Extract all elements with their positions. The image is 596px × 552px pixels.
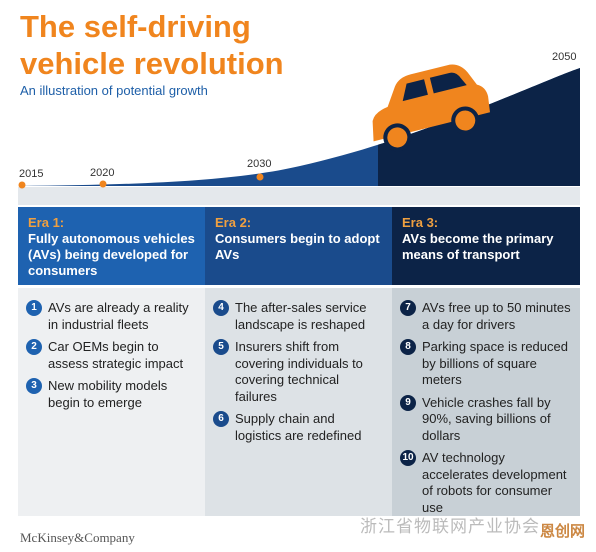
era-label: Era 2: — [215, 215, 252, 230]
list-item: 2 Car OEMs begin to assess strategic impa… — [26, 339, 197, 372]
era-title: AVs become the primary means of transpor… — [402, 231, 554, 262]
item-text: AVs free up to 50 minutes a day for driv… — [422, 300, 571, 332]
era-header: Era 3: AVs become the primary means of tr… — [392, 207, 580, 285]
year-dot — [256, 173, 264, 181]
year-dot — [99, 180, 107, 188]
list-item: 8 Parking space is reduced by billions of… — [400, 339, 572, 389]
list-item: 7 AVs free up to 50 minutes a day for dri… — [400, 300, 572, 333]
item-text: AVs are already a reality in industrial … — [48, 300, 189, 332]
band — [18, 187, 580, 205]
era-body: 1 AVs are already a reality in industrial… — [18, 288, 205, 516]
item-text: Car OEMs begin to assess strategic impac… — [48, 339, 184, 371]
year-label: 2020 — [90, 167, 115, 179]
brand: McKinsey&Company — [20, 530, 135, 545]
year-dot — [18, 181, 26, 189]
list-item: 9 Vehicle crashes fall by 90%, saving bil… — [400, 394, 572, 445]
item-number: 1 — [26, 300, 42, 316]
list-item: 3 New mobility models begin to emerge — [26, 378, 197, 411]
item-number: 4 — [213, 300, 229, 316]
item-number: 6 — [213, 411, 229, 427]
item-text: Vehicle crashes fall by 90%, saving bill… — [422, 394, 551, 443]
item-text: AV technology accelerates development of… — [422, 450, 567, 515]
watermark-logo: 恩创网 — [540, 523, 586, 540]
list-item: 1 AVs are already a reality in industrial… — [26, 300, 197, 333]
era-header: Era 1: Fully autonomous vehicles (AVs) be… — [18, 207, 205, 285]
item-text: Supply chain and logistics are redefined — [235, 411, 362, 443]
watermark: 浙江省物联网产业协会 — [360, 517, 540, 536]
growth-area-dark — [378, 68, 580, 187]
subtitle: An illustration of potential growth — [20, 83, 208, 98]
era-body: 7 AVs free up to 50 minutes a day for dri… — [392, 288, 580, 516]
list-item: 6 Supply chain and logistics are redefine… — [213, 411, 384, 444]
item-number: 5 — [213, 339, 229, 355]
list-item: 4 The after-sales service landscape is re… — [213, 300, 384, 333]
era-body: 4 The after-sales service landscape is re… — [205, 288, 392, 516]
item-number: 8 — [400, 339, 416, 355]
item-text: New mobility models begin to emerge — [48, 378, 168, 410]
era-title: Consumers begin to adopt AVs — [215, 231, 380, 262]
car-icon — [372, 64, 490, 152]
item-number: 7 — [400, 300, 416, 316]
item-number: 10 — [400, 450, 416, 466]
item-number: 9 — [400, 394, 416, 411]
era-title: Fully autonomous vehicles (AVs) being de… — [28, 231, 195, 278]
title: The self-driving vehicle revolution — [20, 9, 284, 81]
list-item: 10 AV technology accelerates development … — [400, 450, 572, 516]
era-label: Era 3: — [402, 215, 439, 230]
list-item: 5 Insurers shift from covering individual… — [213, 339, 384, 405]
growth-graphic — [18, 64, 580, 205]
item-text: The after-sales service landscape is res… — [235, 300, 367, 332]
item-number: 2 — [26, 339, 42, 355]
item-text: Parking space is reduced by billions of … — [422, 339, 568, 387]
year-label: 2030 — [247, 158, 272, 170]
era-header: Era 2: Consumers begin to adopt AVs — [205, 207, 392, 285]
year-label: 2015 — [19, 168, 44, 180]
item-number: 3 — [26, 378, 42, 394]
era-label: Era 1: — [28, 215, 65, 230]
year-label: 2050 — [552, 51, 577, 63]
item-text: Insurers shift from covering individuals… — [235, 339, 363, 404]
